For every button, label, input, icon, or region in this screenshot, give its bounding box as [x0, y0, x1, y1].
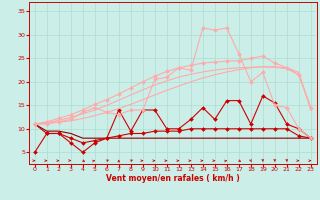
X-axis label: Vent moyen/en rafales ( km/h ): Vent moyen/en rafales ( km/h ): [106, 174, 240, 183]
